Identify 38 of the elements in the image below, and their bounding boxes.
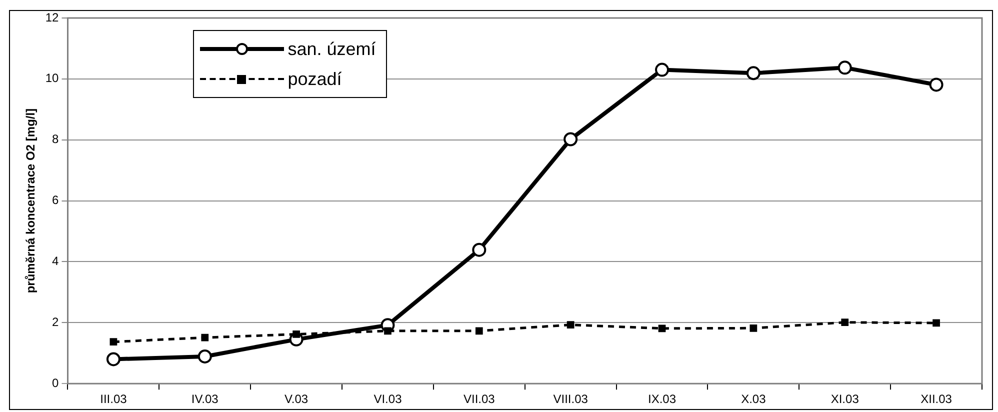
y-tick-label: 2 [52, 314, 60, 329]
x-tick-label: XI.03 [830, 392, 860, 406]
y-tick-label: 0 [52, 376, 60, 390]
point [658, 324, 666, 332]
x-tick-label: X.03 [741, 392, 766, 406]
y-tick-label: 10 [45, 71, 60, 86]
point [110, 338, 118, 346]
y-tick-label: 8 [52, 132, 60, 146]
point [292, 330, 300, 338]
x-tick-label: VIII.03 [553, 392, 588, 406]
point [838, 60, 852, 75]
x-tick-label: IX.03 [648, 392, 676, 406]
point [472, 242, 486, 257]
legend-label: san. území [288, 38, 376, 60]
y-tick-label: 12 [45, 10, 60, 24]
point [655, 62, 670, 77]
legend-label: pozadí [288, 68, 342, 90]
y-axis-title: průměrná koncentrace O2 [mg/l] [24, 108, 38, 294]
x-tick-label: III.03 [100, 392, 128, 406]
point [201, 334, 209, 342]
point [746, 66, 760, 80]
y-tick-label: 4 [52, 254, 60, 268]
point [564, 132, 578, 146]
y-tick-label: 6 [52, 193, 60, 208]
point [384, 327, 392, 335]
point [475, 327, 483, 335]
point [932, 319, 940, 327]
point [106, 352, 120, 366]
x-tick-label: VI.03 [374, 392, 402, 406]
x-tick-label: V.03 [284, 392, 308, 406]
point [566, 321, 574, 328]
point [750, 324, 758, 332]
x-tick-label: XII.03 [920, 392, 952, 406]
point [841, 318, 849, 326]
point [929, 78, 944, 92]
x-tick-label: IV.03 [191, 392, 219, 406]
x-tick-label: VII.03 [463, 392, 496, 406]
point [198, 349, 212, 364]
